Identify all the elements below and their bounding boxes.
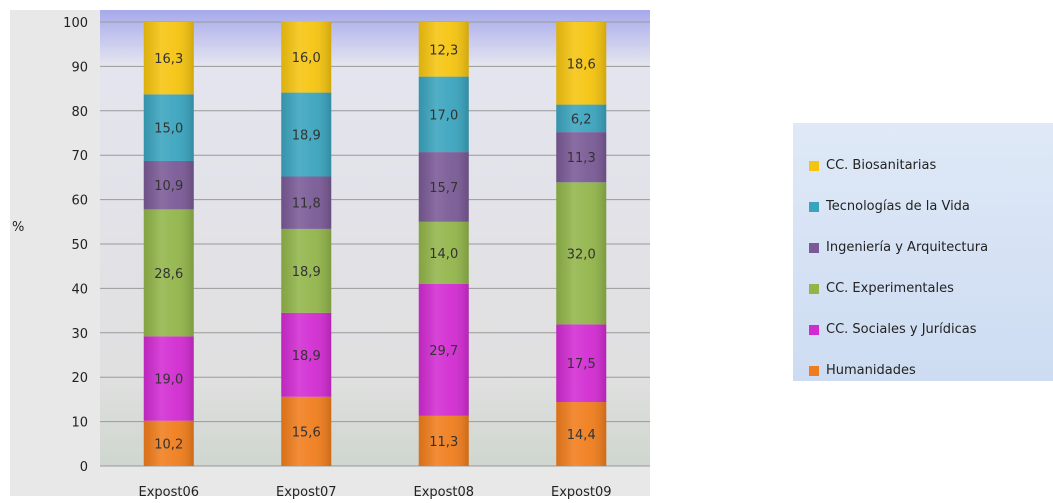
legend-item-ingenieria: Ingeniería y Arquitectura <box>809 227 1043 268</box>
x-tick-label: Expost06 <box>138 485 199 499</box>
data-label: 11,8 <box>292 197 321 212</box>
legend-swatch-ingenieria <box>809 242 819 253</box>
bar-segment-shading <box>418 221 469 284</box>
legend-item-experimentales: CC. Experimentales <box>809 268 1043 309</box>
legend-label: Tecnologías de la Vida <box>826 199 970 214</box>
legend-item-tecnologias: Tecnologías de la Vida <box>809 186 1043 227</box>
bar-segment-shading <box>556 402 607 466</box>
bar-segment-shading <box>143 94 194 161</box>
bars: 10,2 19,0 28,6 10,9 15,0 16,3 15,6 18,9 18,9 11,8… <box>143 21 607 466</box>
bar-segment-shading <box>556 132 607 183</box>
y-tick-label: 20 <box>71 371 88 386</box>
bar-segment-shading <box>281 92 332 177</box>
bar-segment-shading <box>281 176 332 229</box>
bar-segment-shading <box>418 76 469 153</box>
legend-item-humanidades: Humanidades <box>809 350 1043 391</box>
data-label: 19,0 <box>154 373 183 388</box>
data-label: 18,9 <box>292 349 321 364</box>
data-label: 14,0 <box>429 247 458 262</box>
legend-swatch-tecnologias <box>809 201 819 212</box>
bar-segment-shading <box>281 21 332 93</box>
bar-segment-shading <box>418 283 469 416</box>
data-label: 16,3 <box>154 52 183 67</box>
data-label: 11,3 <box>429 435 458 450</box>
bar-segment-shading <box>281 396 332 466</box>
x-tick-label: Expost07 <box>276 485 337 499</box>
bar-segment-shading <box>556 324 607 403</box>
bar-segment-shading <box>418 22 469 77</box>
data-label: 17,0 <box>429 108 458 123</box>
data-label: 10,2 <box>154 437 183 452</box>
data-label: 18,9 <box>292 129 321 144</box>
legend-swatch-experimentales <box>809 283 819 294</box>
data-label: 15,7 <box>429 181 458 196</box>
y-tick-labels: 0 10 20 30 40 50 60 70 80 90 100 <box>63 16 88 475</box>
y-tick-label: 30 <box>71 327 88 342</box>
y-tick-label: 90 <box>71 60 88 75</box>
y-axis-label: % <box>12 220 24 235</box>
data-label: 32,0 <box>567 247 596 262</box>
legend-label: CC. Experimentales <box>826 281 954 296</box>
bar-segment-shading <box>281 312 332 397</box>
bar-segment-shading <box>418 415 469 466</box>
data-label: 15,6 <box>292 425 321 440</box>
data-label: 11,3 <box>567 151 596 166</box>
legend-label: Ingeniería y Arquitectura <box>826 240 989 255</box>
chart-legend: CC. Biosanitarias Tecnologías de la Vida… <box>793 123 1053 381</box>
data-label: 10,9 <box>154 179 183 194</box>
bar-segment-shading <box>418 152 469 222</box>
y-tick-label: 10 <box>71 416 88 431</box>
data-label: 15,0 <box>154 122 183 137</box>
data-label: 29,7 <box>429 344 458 359</box>
legend-item-biosanitarias: CC. Biosanitarias <box>809 145 1043 186</box>
legend-swatch-sociales <box>809 324 819 335</box>
y-tick-label: 40 <box>71 282 88 297</box>
y-tick-label: 80 <box>71 105 88 120</box>
bar-segment-shading <box>556 104 607 133</box>
bar-segment-shading <box>143 420 194 466</box>
data-label: 28,6 <box>154 267 183 282</box>
y-tick-label: 60 <box>71 194 88 209</box>
y-tick-label: 50 <box>71 238 88 253</box>
legend-item-sociales: CC. Sociales y Jurídicas <box>809 309 1043 350</box>
data-label: 12,3 <box>429 43 458 58</box>
bar-segment-shading <box>143 336 194 421</box>
legend-label: Humanidades <box>826 363 916 378</box>
bar-segment-shading <box>281 228 332 313</box>
data-label: 18,6 <box>567 57 596 72</box>
y-tick-label: 0 <box>80 460 88 475</box>
data-label: 14,4 <box>567 428 596 443</box>
x-tick-label: Expost08 <box>413 485 474 499</box>
bar-segment-shading <box>556 22 607 105</box>
data-label: 16,0 <box>292 51 321 66</box>
bar-segment-shading <box>556 182 607 325</box>
data-label: 17,5 <box>567 357 596 372</box>
legend-swatch-biosanitarias <box>809 160 819 171</box>
legend-label: CC. Biosanitarias <box>826 158 937 173</box>
y-tick-label: 70 <box>71 149 88 164</box>
data-label: 18,9 <box>292 265 321 280</box>
y-tick-label: 100 <box>63 16 88 31</box>
bar-segment-shading <box>143 22 194 95</box>
legend-label: CC. Sociales y Jurídicas <box>826 322 977 337</box>
legend-swatch-humanidades <box>809 365 819 376</box>
bar-segment-shading <box>143 160 194 210</box>
x-tick-labels: Expost06 Expost07 Expost08 Expost09 <box>138 485 612 500</box>
data-label: 6,2 <box>571 112 592 127</box>
x-tick-label: Expost09 <box>551 485 612 499</box>
bar-segment-shading <box>143 209 194 337</box>
